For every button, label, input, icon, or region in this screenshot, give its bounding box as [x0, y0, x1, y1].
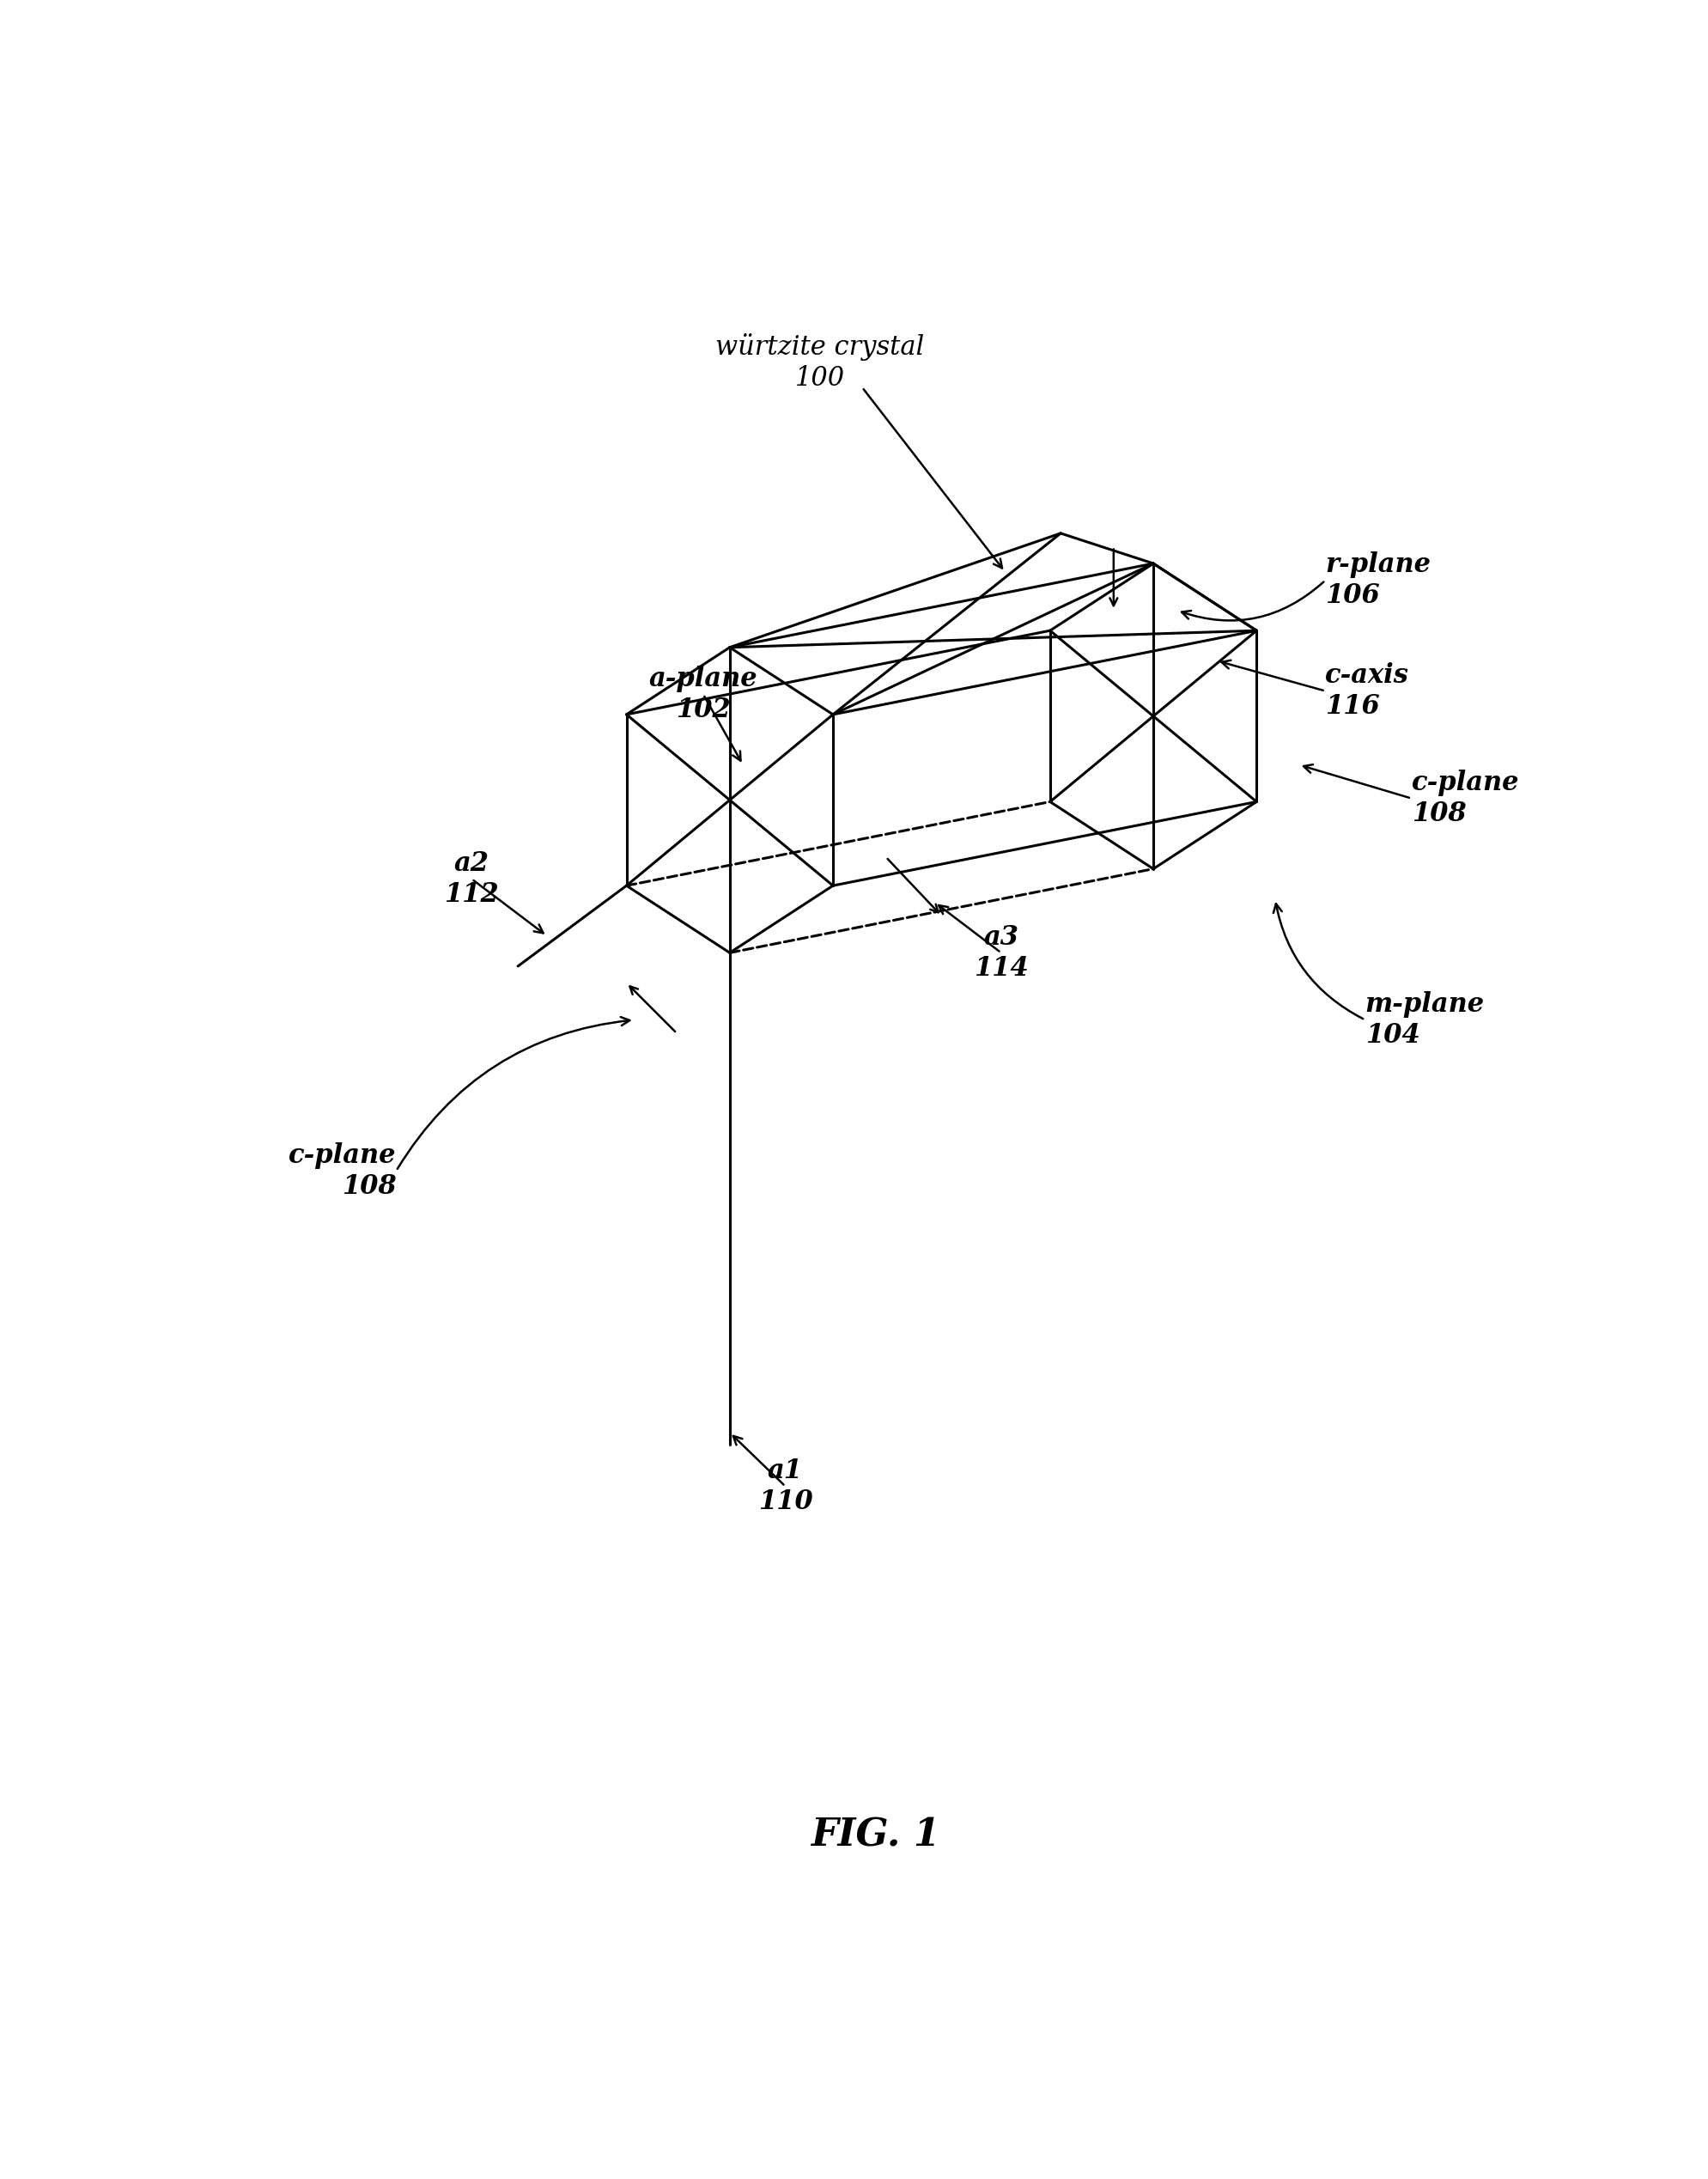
Text: a1
110: a1 110	[758, 1458, 813, 1514]
Text: c-plane
108: c-plane 108	[1411, 769, 1518, 828]
Text: würtzite crystal
100: würtzite crystal 100	[716, 333, 924, 392]
Text: a3
114: a3 114	[974, 924, 1028, 981]
Text: c-axis
116: c-axis 116	[1325, 662, 1409, 719]
Text: a-plane
102: a-plane 102	[649, 665, 758, 723]
Text: a2
112: a2 112	[444, 850, 499, 909]
Text: r-plane
106: r-plane 106	[1325, 551, 1431, 608]
Text: FIG. 1: FIG. 1	[811, 1817, 939, 1854]
Text: c-plane
108: c-plane 108	[289, 1142, 396, 1201]
Text: m-plane
104: m-plane 104	[1365, 991, 1484, 1048]
